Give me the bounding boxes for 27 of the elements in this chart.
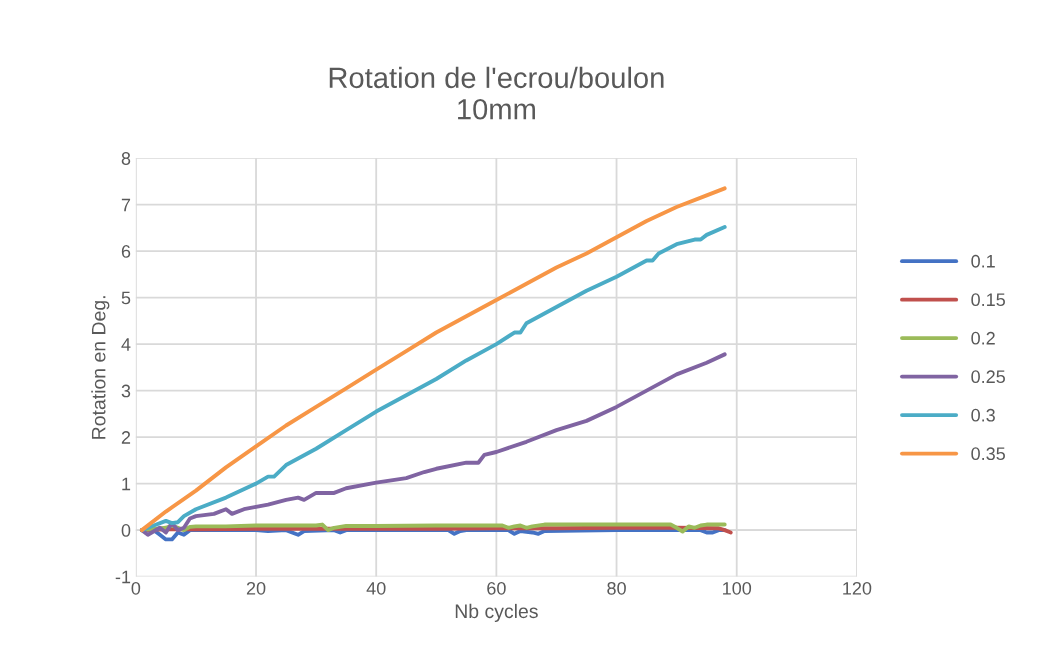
y-tick-label: -1 [115, 570, 131, 584]
y-tick-label: 7 [121, 198, 131, 212]
y-tick-label: 8 [121, 152, 131, 165]
y-tick-label: 3 [121, 384, 131, 398]
y-tick-label: 6 [121, 245, 131, 258]
legend-label: 0.35 [971, 447, 1005, 461]
x-tick-label: 120 [843, 581, 872, 595]
y-axis-title: Rotation en Deg. [91, 296, 110, 439]
x-tick-label: 80 [607, 581, 626, 595]
legend-label: 0.15 [971, 293, 1005, 307]
y-tick-label: 0 [121, 524, 131, 537]
legend-label: 0.25 [971, 370, 1005, 384]
legend-label: 0.2 [971, 331, 995, 345]
x-tick-label: 60 [487, 581, 506, 595]
line-series [139, 352, 727, 537]
x-tick-label: 100 [723, 581, 752, 595]
legend-label: 0.1 [971, 254, 995, 268]
x-tick-label: 0 [131, 581, 141, 595]
x-axis-title: Nb cycles [455, 603, 538, 622]
y-tick-label: 4 [121, 338, 131, 351]
y-tick-label: 2 [121, 431, 131, 444]
legend-label: 0.3 [971, 408, 995, 422]
y-tick-label: 1 [122, 477, 131, 491]
x-tick-label: 40 [366, 581, 386, 595]
x-tick-label: 20 [246, 581, 266, 595]
chart-title: Rotation de l'ecrou/boulon 10mm [329, 66, 664, 120]
y-tick-label: 5 [121, 291, 131, 305]
